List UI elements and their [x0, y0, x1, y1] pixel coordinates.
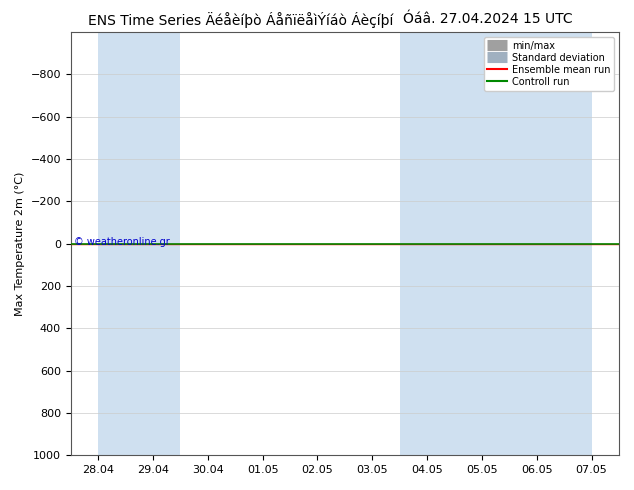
Y-axis label: Max Temperature 2m (°C): Max Temperature 2m (°C): [15, 172, 25, 316]
Bar: [98, 32, 126, 455]
Bar: [98, 32, 126, 455]
Bar: [564, 32, 592, 455]
Bar: [126, 32, 181, 455]
Bar: [399, 32, 455, 455]
Text: Óáâ. 27.04.2024 15 UTC: Óáâ. 27.04.2024 15 UTC: [403, 12, 573, 26]
Bar: [509, 32, 564, 455]
Text: ENS Time Series Äéåèíþò ÁåñïëåìÝíáò Áèçíþí: ENS Time Series Äéåèíþò ÁåñïëåìÝíáò Áèçí…: [88, 12, 394, 28]
Bar: [455, 32, 509, 455]
Text: © weatheronline.gr: © weatheronline.gr: [74, 237, 169, 246]
Legend: min/max, Standard deviation, Ensemble mean run, Controll run: min/max, Standard deviation, Ensemble me…: [484, 37, 614, 91]
